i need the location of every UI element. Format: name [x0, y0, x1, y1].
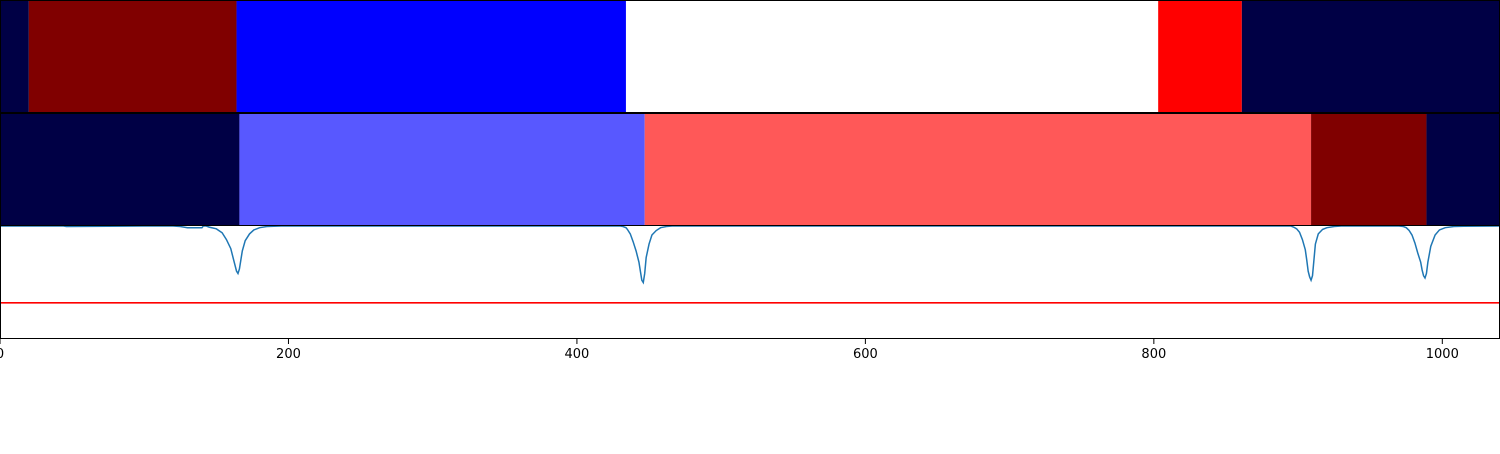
x-tick-label-400: 400	[565, 347, 590, 362]
middle-segment-1	[239, 113, 645, 226]
bottom-panel-frame	[0, 225, 1500, 339]
top-segments	[0, 0, 1500, 113]
middle-segment-2	[644, 113, 1312, 226]
x-tick-label-1000: 1000	[1426, 347, 1459, 362]
middle-segment-0	[0, 113, 240, 226]
middle-segment-3	[1311, 113, 1427, 226]
x-tick-label-0: 0	[0, 347, 4, 362]
bottom-lines	[0, 226, 1500, 304]
x-axis: 0 200 400 600 800 1000	[0, 339, 1459, 362]
top-segment-1	[28, 0, 237, 113]
top-segment-0	[0, 0, 29, 113]
middle-segment-4	[1426, 113, 1500, 226]
x-tick-label-200: 200	[276, 347, 301, 362]
top-segment-2	[236, 0, 626, 113]
panel-middle	[0, 113, 1500, 226]
middle-segments	[0, 113, 1500, 226]
top-segment-4	[1158, 0, 1242, 113]
top-segment-5	[1241, 0, 1500, 113]
x-tick-label-800: 800	[1141, 347, 1166, 362]
top-segment-3	[625, 0, 1159, 113]
score-line	[0, 226, 1500, 285]
x-tick-label-600: 600	[853, 347, 878, 362]
panel-top	[0, 0, 1500, 113]
panel-bottom: 0 200 400 600 800 1000	[0, 225, 1500, 362]
